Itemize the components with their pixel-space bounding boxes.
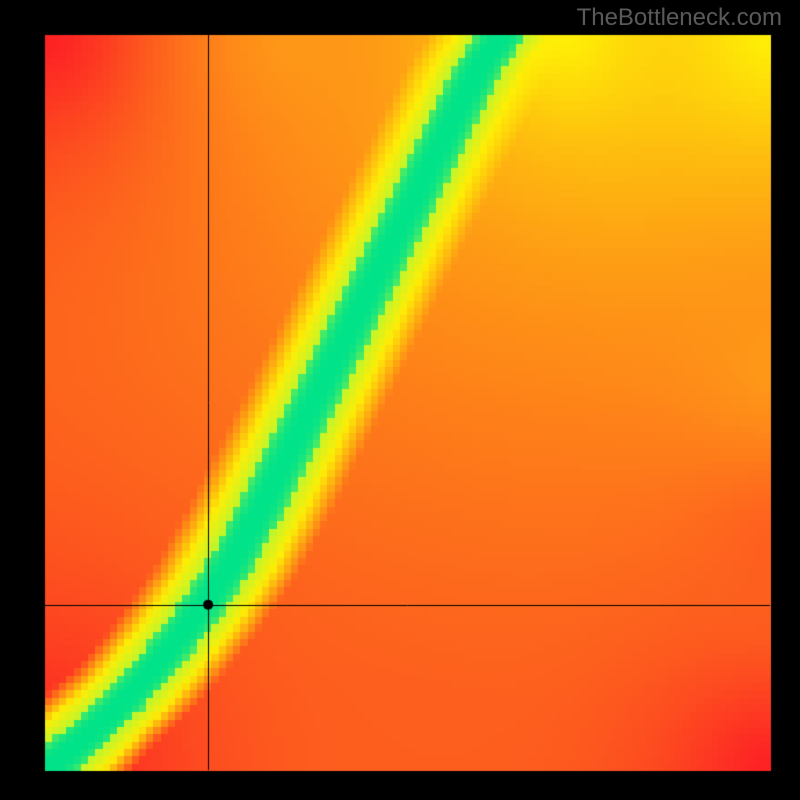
chart-container: TheBottleneck.com (0, 0, 800, 800)
bottleneck-heatmap (0, 0, 800, 800)
watermark-text: TheBottleneck.com (577, 4, 782, 32)
